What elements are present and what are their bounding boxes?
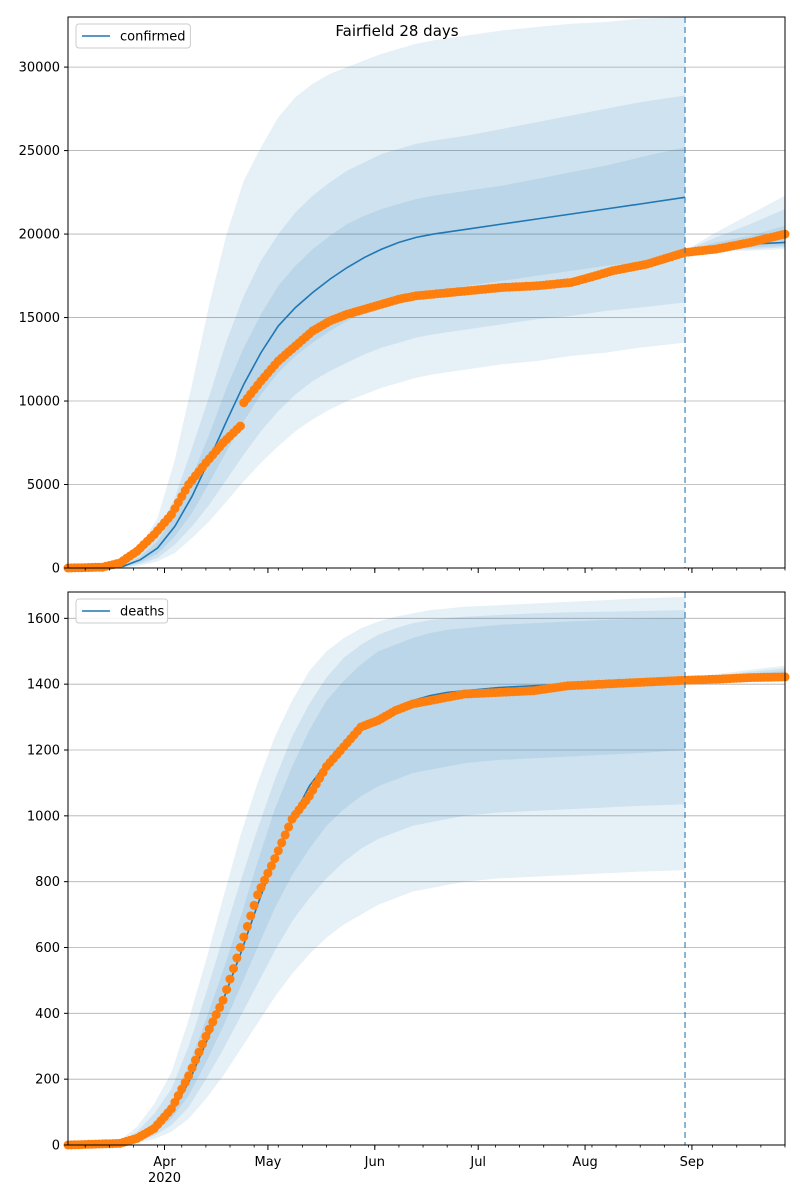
plot-frame bbox=[67, 16, 786, 569]
legend-label: confirmed bbox=[120, 30, 186, 45]
observed-point bbox=[256, 883, 266, 893]
observed-point bbox=[246, 911, 256, 921]
observed-point bbox=[273, 846, 283, 856]
forecast-band-50 bbox=[68, 618, 685, 1145]
observed-points bbox=[63, 672, 790, 1150]
y-tick-label: 25000 bbox=[19, 144, 60, 159]
observed-point bbox=[191, 1055, 200, 1065]
legend-label: deaths bbox=[120, 605, 165, 620]
confirmed-panel: 0 5000 10000 15000 20000 25000 30000 confirmed bbox=[19, 16, 790, 577]
observed-point bbox=[173, 1091, 183, 1101]
observed-point bbox=[235, 421, 245, 431]
x-tick-label: Sep bbox=[680, 1155, 705, 1170]
legend: deaths bbox=[75, 598, 169, 624]
observed-point bbox=[235, 943, 245, 952]
model-median-line bbox=[68, 196, 686, 569]
forecast-band-50 bbox=[68, 147, 685, 568]
observed-point bbox=[187, 1063, 197, 1073]
y-tick-label: 30000 bbox=[19, 61, 60, 76]
observed-point bbox=[280, 830, 290, 840]
observed-point bbox=[211, 1010, 221, 1020]
x-tick-label: Jun bbox=[364, 1155, 385, 1170]
observed-point bbox=[215, 1002, 225, 1012]
observed-point bbox=[197, 1039, 207, 1049]
observed-point bbox=[194, 1047, 204, 1057]
x-tick-year-label: 2020 bbox=[148, 1171, 181, 1186]
y-tick-label: 1200 bbox=[27, 744, 60, 759]
observed-point bbox=[249, 900, 259, 910]
observed-point bbox=[218, 995, 228, 1005]
forecast-band-80 bbox=[68, 610, 685, 1145]
y-tick-label: 800 bbox=[35, 875, 60, 890]
plot-frame bbox=[67, 591, 786, 1146]
legend-box bbox=[75, 598, 169, 624]
x-tick-label: Apr bbox=[153, 1155, 176, 1170]
observed-point bbox=[232, 953, 242, 963]
observed-point bbox=[222, 985, 232, 995]
observed-point bbox=[284, 822, 294, 832]
y-tick-label: 20000 bbox=[19, 228, 60, 243]
y-tick-label: 600 bbox=[35, 941, 60, 956]
y-tick-label: 1000 bbox=[27, 809, 60, 824]
y-tick-label: 10000 bbox=[19, 395, 60, 410]
observed-point bbox=[166, 1104, 176, 1114]
observed-point bbox=[184, 1071, 194, 1081]
observed-point bbox=[229, 964, 238, 974]
y-tick-label: 400 bbox=[35, 1007, 60, 1022]
observed-point bbox=[242, 921, 252, 931]
y-tick-label: 1600 bbox=[27, 612, 60, 627]
legend-box bbox=[75, 23, 191, 49]
x-tick-label: Aug bbox=[572, 1155, 597, 1170]
y-tick-label: 200 bbox=[35, 1073, 60, 1088]
x-tick-label: Jul bbox=[469, 1155, 486, 1170]
post-forecast-band-50 bbox=[685, 225, 785, 251]
y-tick-label: 15000 bbox=[19, 311, 60, 326]
y-tick-label: 0 bbox=[52, 1139, 60, 1154]
observed-point bbox=[208, 1017, 218, 1027]
observed-point bbox=[260, 875, 269, 885]
chart-title: Fairfield 28 days bbox=[335, 22, 458, 40]
observed-point bbox=[266, 861, 276, 871]
observed-points bbox=[63, 229, 790, 573]
observed-point bbox=[277, 838, 287, 848]
observed-point bbox=[204, 1024, 214, 1034]
observed-point bbox=[239, 932, 249, 942]
observed-point bbox=[263, 868, 273, 878]
y-tick-label: 5000 bbox=[27, 478, 60, 493]
observed-point bbox=[253, 890, 263, 900]
observed-point bbox=[201, 1031, 211, 1041]
observed-point bbox=[225, 974, 235, 984]
x-tick-label: May bbox=[254, 1155, 281, 1170]
y-tick-label: 0 bbox=[52, 562, 60, 577]
y-tick-label: 1400 bbox=[27, 678, 60, 693]
observed-point bbox=[270, 854, 280, 864]
legend: confirmed bbox=[75, 23, 191, 49]
